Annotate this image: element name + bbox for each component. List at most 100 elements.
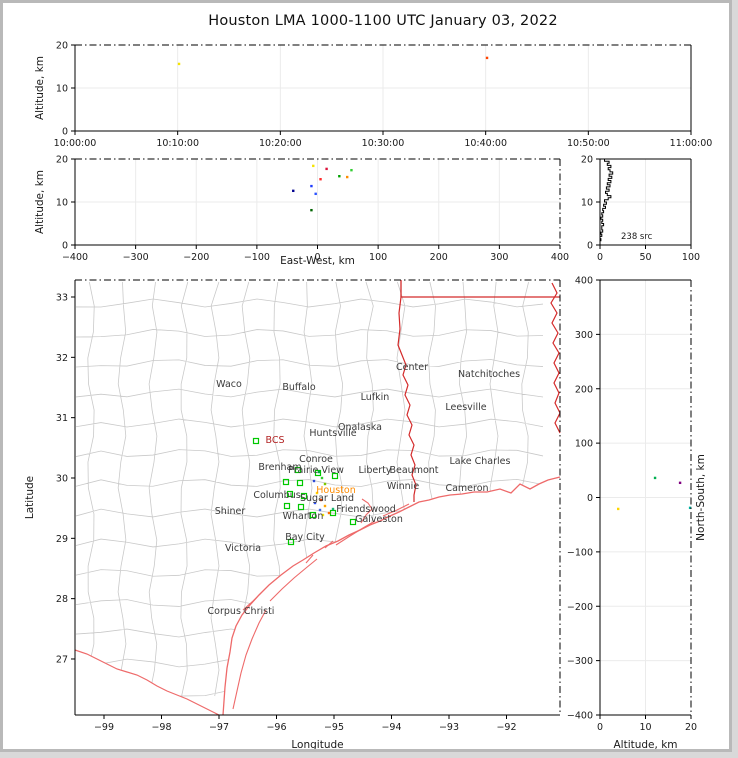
rio-grande-border: [74, 649, 220, 716]
y-tick-label: 20: [56, 155, 68, 166]
y-tick-label: 0: [587, 241, 593, 252]
map-source-point: [323, 504, 327, 508]
source-count-annotation: 238 src: [621, 232, 653, 242]
x-tick-label: 10:10:00: [156, 138, 199, 149]
y-tick-label: −400: [567, 711, 593, 722]
map-source-point: [315, 491, 319, 495]
barrier-island: [360, 498, 373, 524]
map-city-label: Natchitoches: [458, 369, 520, 380]
x-tick-label: −400: [62, 252, 88, 263]
x-tick-label: −96: [266, 722, 286, 733]
y-axis-label-altitude: Altitude, km: [34, 56, 46, 120]
map-city-label: Galveston: [355, 514, 403, 525]
barrier-island: [335, 520, 376, 546]
map-source-point: [312, 479, 316, 483]
x-tick-label: 10:50:00: [567, 138, 610, 149]
map-source-point: [331, 507, 335, 511]
x-tick-label: 0: [597, 252, 603, 263]
map-source-point: [321, 513, 325, 517]
map-city-label: Brenham: [258, 462, 301, 473]
y-tick-label: 0: [587, 493, 593, 504]
x-tick-label: 10:30:00: [362, 138, 405, 149]
map-city-label: Waco: [216, 379, 242, 390]
y-tick-label: 31: [56, 413, 68, 424]
x-tick-label: −98: [151, 722, 171, 733]
ew-height-source-point: [310, 208, 313, 212]
lma-station-marker: [282, 478, 290, 486]
x-tick-label: −300: [123, 252, 149, 263]
y-tick-label: 29: [56, 534, 68, 545]
map-city-label: Buffalo: [282, 382, 316, 393]
map-city-label: Bay City: [285, 532, 325, 543]
ns-height-source-point: [617, 507, 620, 511]
lma-station-marker: [286, 490, 294, 498]
x-tick-label: 200: [430, 252, 448, 263]
lma-station-marker: [296, 479, 304, 487]
map-source-point: [318, 508, 322, 512]
map-source-point: [320, 476, 324, 480]
y-tick-label: 400: [575, 276, 593, 287]
lma-station-marker: [287, 538, 295, 546]
map-city-label: Victoria: [225, 543, 261, 554]
y-tick-label: 10: [581, 198, 593, 209]
y-tick-label: 28: [56, 594, 68, 605]
y-tick-label: 300: [575, 330, 593, 341]
x-tick-label: 10:20:00: [259, 138, 302, 149]
ew-height-source-point: [346, 175, 349, 179]
ns-height-source-point: [653, 476, 657, 480]
map-city-label: Lake Charles: [450, 456, 511, 467]
y-tick-label: 20: [56, 41, 68, 52]
barrier-island: [382, 503, 410, 517]
x-tick-label: −100: [244, 252, 270, 263]
y-tick-label: 32: [56, 353, 68, 364]
x-tick-label: 50: [639, 252, 651, 263]
x-tick-label: −95: [324, 722, 344, 733]
x-tick-label: 0: [314, 252, 320, 263]
y-axis-label-latitude: Latitude: [24, 476, 36, 519]
map-city-label: Cameron: [445, 483, 488, 494]
y-tick-label: 33: [56, 293, 68, 304]
x-axis-label-altitude: Altitude, km: [613, 739, 677, 751]
map-city-label: Liberty: [358, 465, 391, 476]
map-city-label: Shiner: [215, 506, 246, 517]
x-tick-label: 100: [369, 252, 387, 263]
state-border-la-ms-river: [550, 282, 561, 434]
map-source-point: [323, 482, 327, 486]
altitude-histogram-line: [599, 158, 614, 245]
state-border-tx-la-sabine: [397, 296, 417, 502]
x-tick-label: 10:00:00: [54, 138, 97, 149]
lma-station-marker: [331, 472, 339, 480]
ew-height-source-point: [325, 167, 328, 171]
lma-station-marker: [314, 469, 322, 477]
map-city-label: Columbus: [253, 490, 300, 501]
lma-multipanel-plot: Waco Buffalo Center Natchitoches Lufkin Leesv…: [24, 41, 712, 751]
y-axis-label-north-south: North-South, km: [695, 454, 707, 541]
lma-station-marker: [252, 437, 260, 445]
map-city-label: Winnie: [387, 481, 420, 492]
ew-height-source-point: [310, 184, 313, 188]
ew-height-source-point: [350, 168, 353, 172]
x-tick-label: −97: [209, 722, 229, 733]
y-tick-label: 200: [575, 384, 593, 395]
map-city-label: Beaumont: [389, 465, 438, 476]
lma-station-marker: [349, 518, 357, 526]
y-tick-label: 100: [575, 439, 593, 450]
y-tick-label: −200: [567, 602, 593, 613]
map-source-point: [327, 511, 331, 515]
y-tick-label: −100: [567, 547, 593, 558]
barrier-island: [305, 554, 314, 564]
map-city-label: Huntsville: [309, 428, 356, 439]
map-city-label: Conroe: [299, 454, 333, 465]
map-source-point: [317, 470, 321, 474]
barrier-island: [232, 609, 267, 710]
x-tick-label: 10: [639, 722, 651, 733]
map-city-label: Sugar Land: [300, 493, 354, 504]
y-tick-label: 10: [56, 84, 68, 95]
x-tick-label: −93: [439, 722, 459, 733]
map-city-label: Prairie View: [288, 465, 344, 476]
map-city-label: Corpus Christi: [208, 606, 275, 617]
y-axis-label-altitude: Altitude, km: [34, 170, 46, 234]
ns-height-source-point: [688, 506, 692, 510]
y-tick-label: 10: [56, 198, 68, 209]
x-tick-label: 400: [551, 252, 569, 263]
